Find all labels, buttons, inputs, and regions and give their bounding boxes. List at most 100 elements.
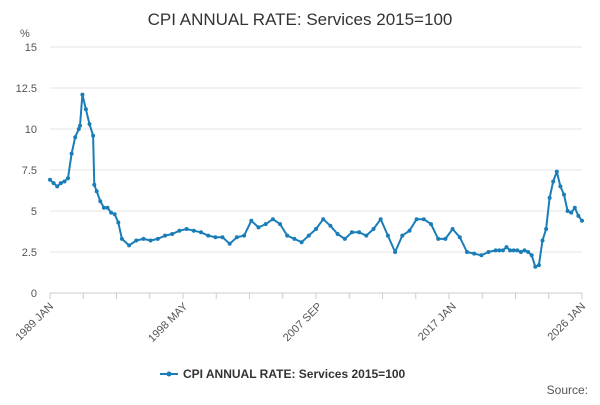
data-point[interactable] [134,238,139,243]
data-point[interactable] [101,205,106,210]
data-point[interactable] [515,248,520,253]
data-point[interactable] [78,123,82,128]
data-point[interactable] [371,227,376,231]
data-point[interactable] [263,222,268,227]
data-point[interactable] [73,135,78,140]
data-point[interactable] [508,248,513,253]
data-point[interactable] [511,248,516,253]
data-point[interactable] [321,217,326,222]
data-point[interactable] [80,92,85,97]
data-point[interactable] [357,230,362,235]
data-point[interactable] [109,210,114,215]
data-point[interactable] [450,227,455,231]
data-point[interactable] [472,251,477,256]
data-point[interactable] [522,248,527,253]
data-point[interactable] [580,218,584,223]
data-point[interactable] [55,184,60,189]
data-point[interactable] [76,127,81,131]
data-point[interactable] [533,264,538,269]
data-point[interactable] [349,230,354,235]
data-point[interactable] [206,233,211,238]
data-point[interactable] [285,233,290,238]
data-point[interactable] [92,182,97,187]
data-point[interactable] [306,233,311,238]
data-point[interactable] [436,236,441,241]
data-point[interactable] [443,236,448,241]
data-point[interactable] [572,205,577,210]
data-point[interactable] [227,241,232,246]
data-point[interactable] [385,233,390,238]
data-point[interactable] [544,227,549,231]
data-point[interactable] [486,250,491,254]
data-point[interactable] [184,227,189,231]
data-point[interactable] [529,253,534,258]
data-point[interactable] [547,195,552,200]
data-point[interactable] [127,243,132,248]
data-point[interactable] [278,222,283,227]
data-point[interactable] [199,230,203,235]
data-point[interactable] [407,228,412,233]
data-point[interactable] [234,235,239,240]
data-point[interactable] [256,225,261,230]
legend[interactable]: CPI ANNUAL RATE: Services 2015=100 [160,367,406,381]
data-point[interactable] [393,250,398,254]
data-point[interactable] [249,218,254,223]
data-point[interactable] [51,181,56,186]
data-point[interactable] [457,235,462,240]
data-point[interactable] [170,232,175,236]
data-point[interactable] [551,179,556,184]
data-point[interactable] [576,213,581,218]
data-point[interactable] [66,176,70,181]
data-point[interactable] [364,233,369,238]
data-point[interactable] [177,228,182,233]
data-point[interactable] [62,179,67,184]
source-credit[interactable]: Source: [547,383,588,397]
data-point[interactable] [569,210,574,215]
data-point[interactable] [116,220,121,225]
data-point[interactable] [497,248,502,253]
data-point[interactable] [421,217,426,222]
data-point[interactable] [69,151,74,156]
data-point[interactable] [504,245,509,250]
data-point[interactable] [562,192,566,197]
data-point[interactable] [414,217,419,222]
data-point[interactable] [191,228,196,233]
data-point[interactable] [540,238,545,243]
data-point[interactable] [83,107,88,112]
data-point[interactable] [58,181,63,186]
data-point[interactable] [91,133,96,138]
data-point[interactable] [493,248,498,253]
data-point[interactable] [94,189,99,194]
data-point[interactable] [292,236,297,241]
data-point[interactable] [98,199,103,204]
data-point[interactable] [526,250,531,254]
data-point[interactable] [119,236,124,241]
data-point[interactable] [554,169,559,174]
data-point[interactable] [87,122,92,127]
data-point[interactable] [328,223,333,228]
data-point[interactable] [536,263,541,268]
data-point[interactable] [479,253,484,258]
data-point[interactable] [270,217,275,222]
data-point[interactable] [335,232,340,236]
data-point[interactable] [342,236,347,241]
data-point[interactable] [518,250,523,254]
data-point[interactable] [558,184,563,189]
data-point[interactable] [565,209,570,213]
data-point[interactable] [213,235,218,240]
data-point[interactable] [242,233,247,238]
data-point[interactable] [465,250,469,254]
data-point[interactable] [500,248,505,253]
data-point[interactable] [141,236,146,241]
data-point[interactable] [112,212,117,217]
data-point[interactable] [163,233,167,238]
data-point[interactable] [314,227,318,231]
data-point[interactable] [400,233,405,238]
data-point[interactable] [299,240,304,245]
data-point[interactable] [155,236,160,241]
data-point[interactable] [378,217,383,222]
data-point[interactable] [48,177,52,182]
data-point[interactable] [148,238,153,243]
data-point[interactable] [429,222,433,227]
data-point[interactable] [105,205,110,210]
